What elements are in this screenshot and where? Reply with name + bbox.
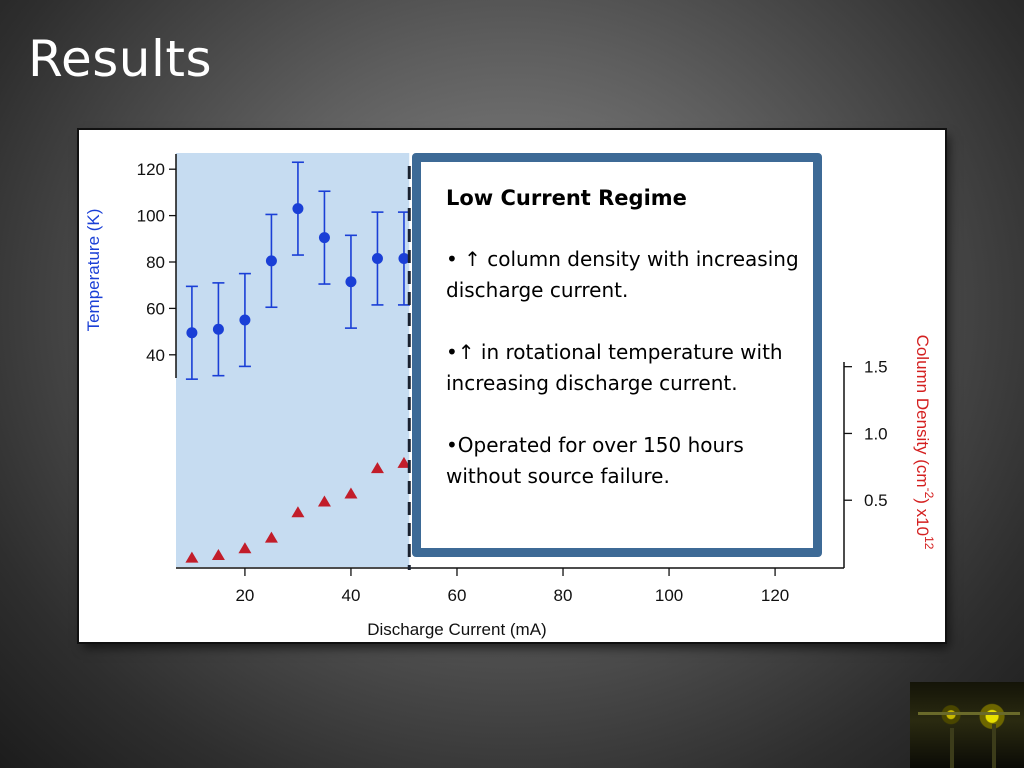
- callout-heading: Low Current Regime: [446, 186, 687, 210]
- temperature-point: [371, 253, 383, 265]
- temperature-point: [398, 253, 410, 265]
- column-density-point: [211, 548, 225, 560]
- temperature-point: [212, 323, 224, 335]
- x-tick-label: 100: [655, 586, 683, 605]
- y-right-tick-label: 0.5: [864, 491, 888, 510]
- x-tick-label: 60: [448, 586, 467, 605]
- callout-bullet: •↑ in rotational temperature with increa…: [446, 340, 783, 395]
- y-right-tick-label: 1.5: [864, 358, 888, 377]
- temperature-point: [345, 276, 357, 288]
- column-density-point: [397, 456, 411, 468]
- y-axis-left-label: Temperature (K): [84, 209, 103, 332]
- temperature-point: [239, 314, 251, 326]
- low-current-highlight: [176, 153, 410, 567]
- temperature-point: [292, 203, 304, 215]
- x-axis-label: Discharge Current (mA): [367, 620, 547, 639]
- y-left-tick-label: 120: [137, 160, 165, 179]
- low-current-callout: Low Current Regime • ↑ column density wi…: [412, 153, 822, 557]
- callout-bullet: •Operated for over 150 hours without sou…: [446, 433, 744, 488]
- chart-figure: 20 40 60 80 100 120 40 60 80 100 120 0.5 1.0 1.5 Disc…: [79, 130, 945, 642]
- x-tick-label: 80: [554, 586, 573, 605]
- column-density-point: [344, 487, 358, 499]
- temperature-point: [186, 327, 198, 339]
- column-density-point: [291, 506, 305, 518]
- chart-svg: 20 40 60 80 100 120 40 60 80 100 120 0.5 1.0 1.5 Disc…: [84, 153, 936, 639]
- column-density-point: [185, 551, 199, 563]
- x-tick-label: 120: [761, 586, 789, 605]
- column-density-point: [317, 495, 331, 507]
- column-density-point: [238, 542, 252, 554]
- x-tick-label: 40: [341, 586, 360, 605]
- y-left-tick-label: 40: [146, 346, 165, 365]
- y-axis-right-label: Column Density (cm-2) x1012: [913, 335, 936, 550]
- y-right-label-sup1: -2: [922, 488, 936, 499]
- y-right-label-mid: ) x10: [913, 498, 932, 536]
- temperature-point: [318, 232, 330, 244]
- apparatus-photo-thumbnail: [910, 682, 1024, 768]
- temperature-point: [265, 255, 277, 267]
- y-right-label-main: Column Density (cm: [913, 335, 932, 488]
- y-right-tick-label: 1.0: [864, 424, 888, 443]
- slide-title: Results: [28, 30, 213, 88]
- y-left-tick-label: 80: [146, 253, 165, 272]
- y-left-tick-label: 60: [146, 299, 165, 318]
- y-right-label-sup2: 12: [922, 536, 936, 550]
- thumbnail-post: [950, 728, 954, 768]
- callout-bullet: • ↑ column density with increasing disch…: [446, 247, 799, 302]
- column-density-point: [264, 531, 278, 543]
- axes: 20 40 60 80 100 120 40 60 80 100 120 0.5 1.0 1.5: [137, 154, 888, 605]
- y-left-tick-label: 100: [137, 207, 165, 226]
- column-density-point: [370, 462, 384, 474]
- thumbnail-post: [992, 724, 996, 768]
- callout-bullet-list: • ↑ column density with increasing disch…: [446, 244, 816, 523]
- thumbnail-rail: [918, 712, 1020, 715]
- x-tick-label: 20: [235, 586, 254, 605]
